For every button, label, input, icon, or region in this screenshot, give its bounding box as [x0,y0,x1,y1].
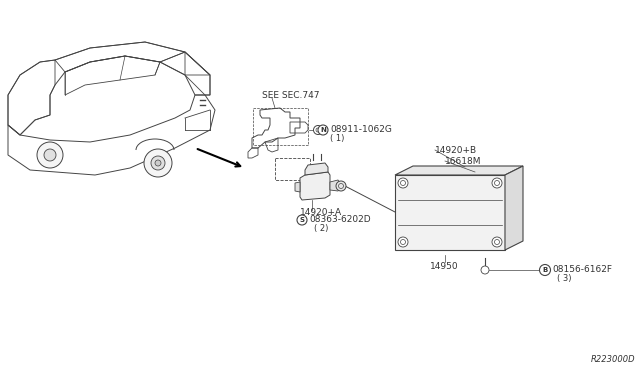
Polygon shape [395,175,505,250]
Polygon shape [295,182,300,192]
Circle shape [37,142,63,168]
Circle shape [398,237,408,247]
Circle shape [492,178,502,188]
Circle shape [398,178,408,188]
Text: SEE SEC.747: SEE SEC.747 [262,90,319,99]
Text: ( 1): ( 1) [330,134,344,142]
Polygon shape [505,166,523,250]
Text: 08363-6202D: 08363-6202D [309,215,371,224]
Circle shape [297,215,307,225]
Circle shape [144,149,172,177]
Text: B: B [542,267,548,273]
Text: 16618M: 16618M [445,157,481,166]
Circle shape [151,156,165,170]
Text: R223000D: R223000D [590,355,635,364]
Circle shape [492,237,502,247]
Circle shape [44,149,56,161]
Text: 14950: 14950 [430,262,459,271]
Circle shape [314,125,323,135]
Text: 08156-6162F: 08156-6162F [552,264,612,273]
Text: N: N [320,127,326,133]
Text: S: S [300,217,305,223]
Circle shape [481,266,489,274]
Circle shape [540,264,550,276]
Text: 14920+B: 14920+B [435,145,477,154]
Text: ( 2): ( 2) [314,224,328,232]
Text: ( 3): ( 3) [557,273,572,282]
Circle shape [155,160,161,166]
Polygon shape [300,172,330,200]
Polygon shape [330,180,340,191]
Circle shape [318,125,328,135]
Circle shape [336,181,346,191]
Polygon shape [305,163,328,175]
Text: 08911-1062G: 08911-1062G [330,125,392,134]
Text: 14920+A: 14920+A [300,208,342,217]
Polygon shape [395,166,523,175]
